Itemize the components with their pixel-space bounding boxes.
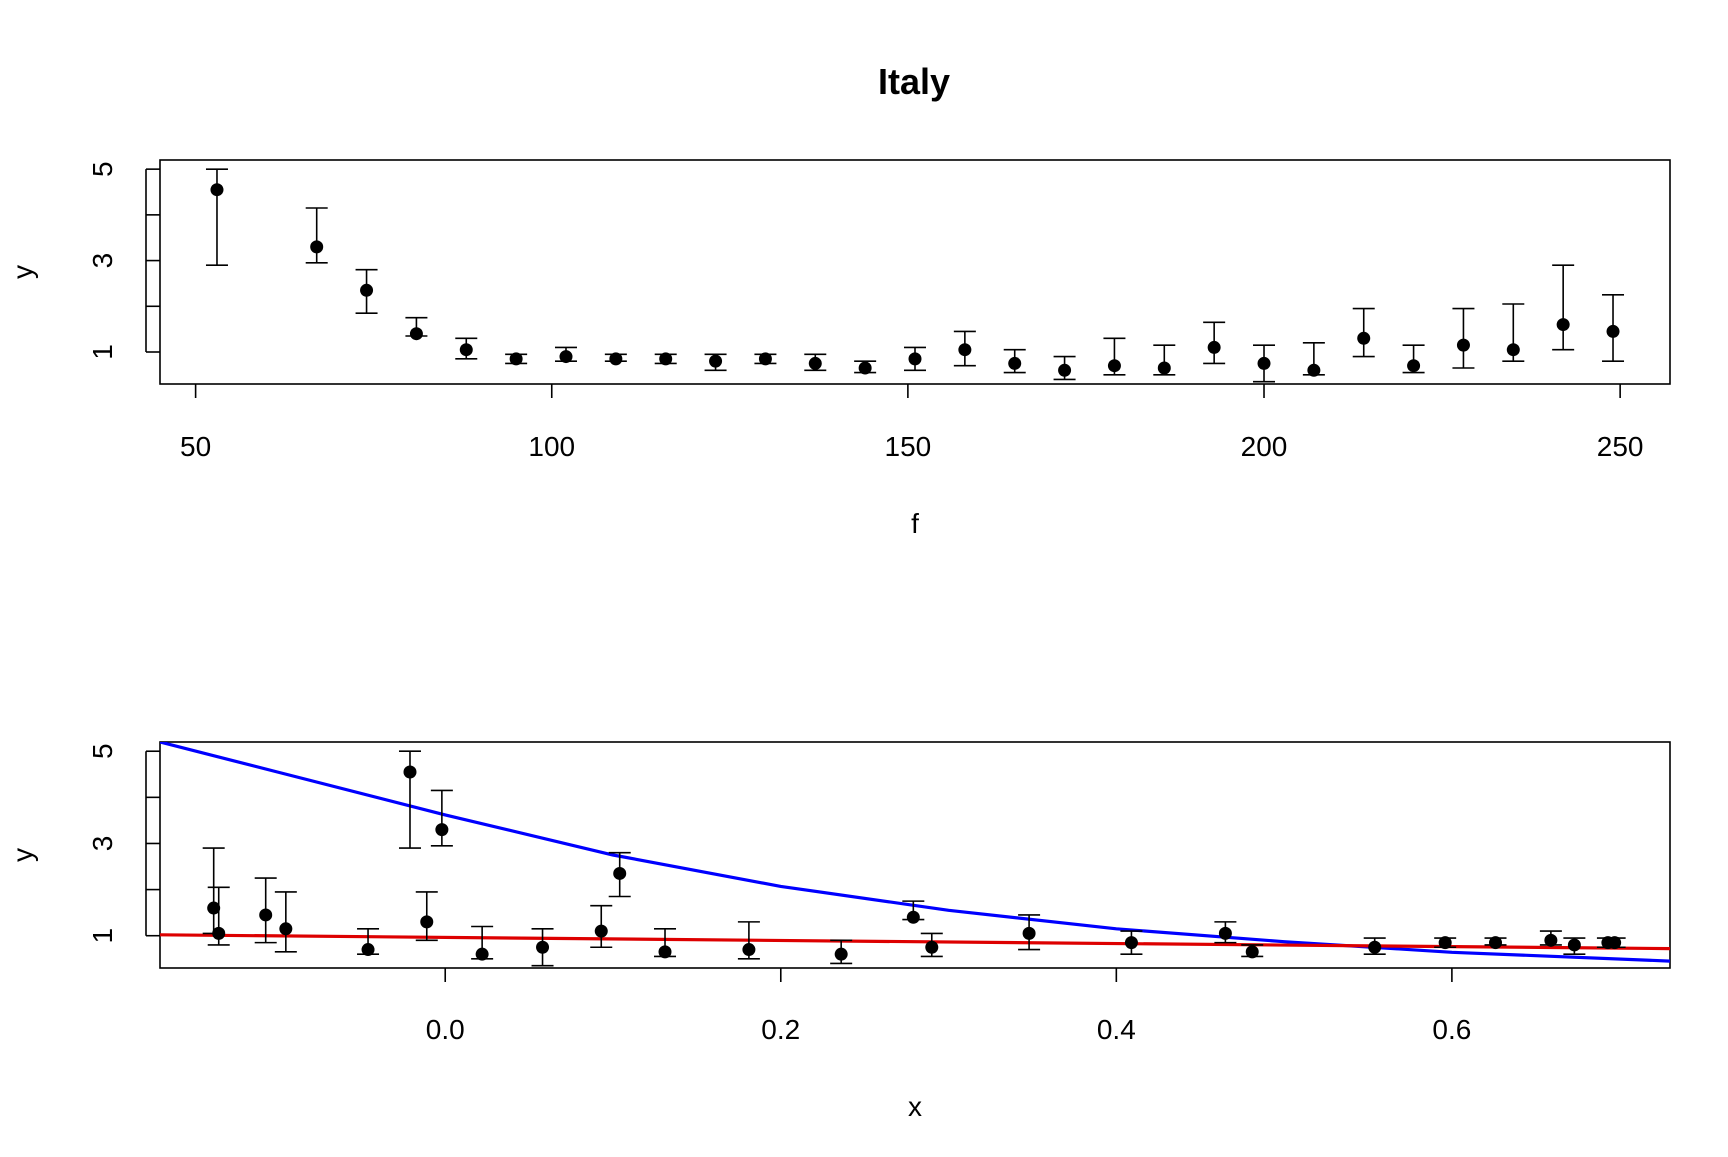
data-point <box>1008 356 1022 370</box>
y-tick-label: 5 <box>87 161 118 177</box>
data-point <box>435 823 449 837</box>
x-axis-title: f <box>911 508 919 539</box>
data-point <box>259 908 273 922</box>
data-point <box>758 352 772 366</box>
x-tick-label: 100 <box>528 431 575 462</box>
data-point <box>906 910 920 924</box>
plot-frame <box>159 159 1671 385</box>
exponential-fit-line <box>160 742 1670 963</box>
x-tick-label: 0.2 <box>761 1014 800 1045</box>
data-point <box>360 283 374 297</box>
data-point <box>559 350 573 364</box>
data-point <box>908 352 922 366</box>
data-point <box>1407 359 1421 373</box>
plot-frame <box>159 741 1671 969</box>
data-point <box>409 327 423 341</box>
data-point <box>420 915 434 929</box>
data-point <box>1124 936 1138 950</box>
data-point <box>310 240 324 254</box>
data-point <box>1257 356 1271 370</box>
x-axis-title: x <box>908 1091 922 1122</box>
y-tick-label: 5 <box>87 743 118 759</box>
x-tick-label: 250 <box>1597 431 1644 462</box>
linear-fit-line <box>160 933 1670 951</box>
data-point <box>1608 936 1622 950</box>
x-tick-label: 0.4 <box>1097 1014 1136 1045</box>
data-point <box>1058 363 1072 377</box>
data-point <box>361 943 375 957</box>
data-point <box>459 343 473 357</box>
x-tick-label: 150 <box>885 431 932 462</box>
data-point <box>536 940 550 954</box>
y-tick-label: 3 <box>87 253 118 269</box>
data-point <box>613 866 627 880</box>
x-tick-label: 0.6 <box>1432 1014 1471 1045</box>
top-panel: 50 100 150 200 250 1 3 5 f y <box>7 159 1671 539</box>
data-point <box>475 947 489 961</box>
y-tick-label: 3 <box>87 836 118 852</box>
data-point <box>1606 324 1620 338</box>
bottom-panel: 0.0 0.2 0.4 0.6 1 3 5 x y <box>7 741 1671 1122</box>
data-point <box>609 352 623 366</box>
data-point <box>1307 363 1321 377</box>
data-point <box>1107 359 1121 373</box>
data-point <box>834 947 848 961</box>
x-tick-label: 50 <box>180 431 211 462</box>
x-tick-label: 0.0 <box>426 1014 465 1045</box>
y-axis-title: y <box>7 265 38 279</box>
data-point <box>1438 936 1452 950</box>
data-point <box>1556 318 1570 332</box>
data-point <box>658 945 672 959</box>
data-point <box>1506 343 1520 357</box>
data-point <box>858 361 872 375</box>
data-point <box>1567 938 1581 952</box>
data-point <box>925 940 939 954</box>
data-point <box>279 922 293 936</box>
y-axis-title: y <box>7 848 38 862</box>
chart-title: Italy <box>878 61 950 102</box>
data-point <box>958 343 972 357</box>
data-point <box>1245 945 1259 959</box>
y-tick-label: 1 <box>87 928 118 944</box>
x-tick-label: 200 <box>1241 431 1288 462</box>
data-point <box>742 943 756 957</box>
data-point <box>212 926 226 940</box>
data-point <box>1157 361 1171 375</box>
data-point <box>709 354 723 368</box>
data-point <box>808 356 822 370</box>
data-point <box>207 901 221 915</box>
data-point <box>1456 338 1470 352</box>
data-point <box>1489 936 1503 950</box>
data-point <box>210 183 224 197</box>
data-point <box>1357 331 1371 345</box>
data-point <box>1218 926 1232 940</box>
data-point <box>509 352 523 366</box>
data-point <box>1544 933 1558 947</box>
data-point <box>403 765 417 779</box>
data-point <box>1368 940 1382 954</box>
data-point <box>659 352 673 366</box>
data-point <box>1022 926 1036 940</box>
data-point <box>1207 340 1221 354</box>
data-point <box>594 924 608 938</box>
y-tick-label: 1 <box>87 344 118 360</box>
